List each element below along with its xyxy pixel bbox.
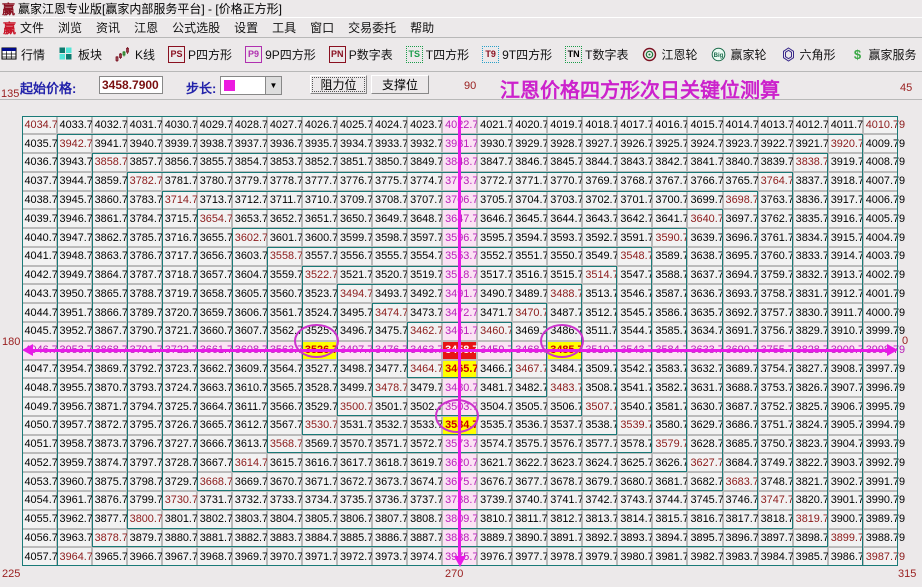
svg-text:Big: Big <box>714 53 724 59</box>
svg-text:$: $ <box>853 47 861 62</box>
